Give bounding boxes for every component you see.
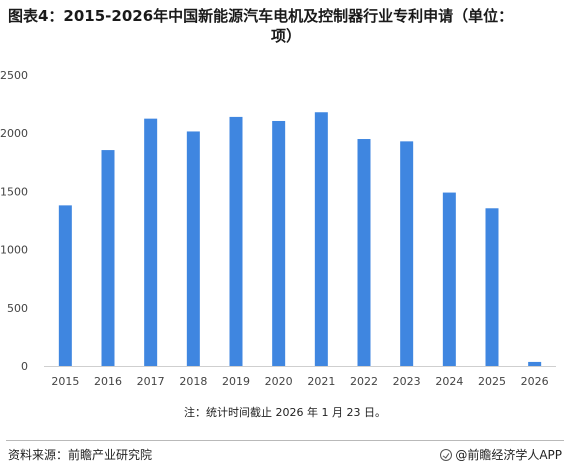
- bar-2026: [528, 361, 542, 366]
- y-tick-label: 500: [7, 302, 28, 315]
- source-text: 资料来源：前瞻产业研究院: [8, 448, 153, 462]
- brand-text: @前瞻经济学人APP: [455, 448, 562, 462]
- x-tick-label: 2021: [307, 375, 335, 388]
- bar-2015: [58, 205, 72, 366]
- y-tick-label: 1000: [0, 244, 28, 257]
- x-tick-label: 2019: [222, 375, 250, 388]
- x-tick-label: 2018: [179, 375, 207, 388]
- y-tick-label: 2000: [0, 127, 28, 140]
- chart-note: 注：统计时间截止 2026 年 1 月 23 日。: [184, 406, 386, 419]
- chart-title-line1: 图表4：2015-2026年中国新能源汽车电机及控制器行业专利申请（单位：: [8, 7, 514, 25]
- bar-2019: [229, 116, 243, 367]
- bar-2022: [357, 139, 371, 366]
- bar-2024: [442, 192, 456, 366]
- x-tick-label: 2026: [521, 375, 549, 388]
- y-tick-label: 1500: [0, 185, 28, 198]
- bar-2016: [101, 150, 115, 366]
- bar-2023: [400, 141, 414, 366]
- x-tick-label: 2023: [393, 375, 421, 388]
- bar-2017: [144, 118, 158, 367]
- brand-logo-icon: [440, 448, 453, 461]
- chart-title-line2: 项）: [270, 27, 301, 45]
- x-tick-label: 2025: [478, 375, 506, 388]
- x-tick-label: 2015: [51, 375, 79, 388]
- y-tick-label: 0: [21, 360, 28, 373]
- bar-2020: [272, 120, 286, 366]
- chart-title: 图表4：2015-2026年中国新能源汽车电机及控制器行业专利申请（单位： 项）: [8, 6, 564, 46]
- bar-2025: [485, 208, 499, 366]
- x-tick-label: 2024: [435, 375, 463, 388]
- footer-divider: [6, 440, 564, 441]
- bar-2021: [314, 112, 328, 366]
- x-tick-label: 2020: [265, 375, 293, 388]
- bar-2018: [186, 131, 200, 366]
- x-tick-label: 2017: [137, 375, 165, 388]
- brand-label: @前瞻经济学人APP: [440, 446, 562, 463]
- y-tick-label: 2500: [0, 69, 28, 82]
- x-tick-label: 2016: [94, 375, 122, 388]
- x-tick-label: 2022: [350, 375, 378, 388]
